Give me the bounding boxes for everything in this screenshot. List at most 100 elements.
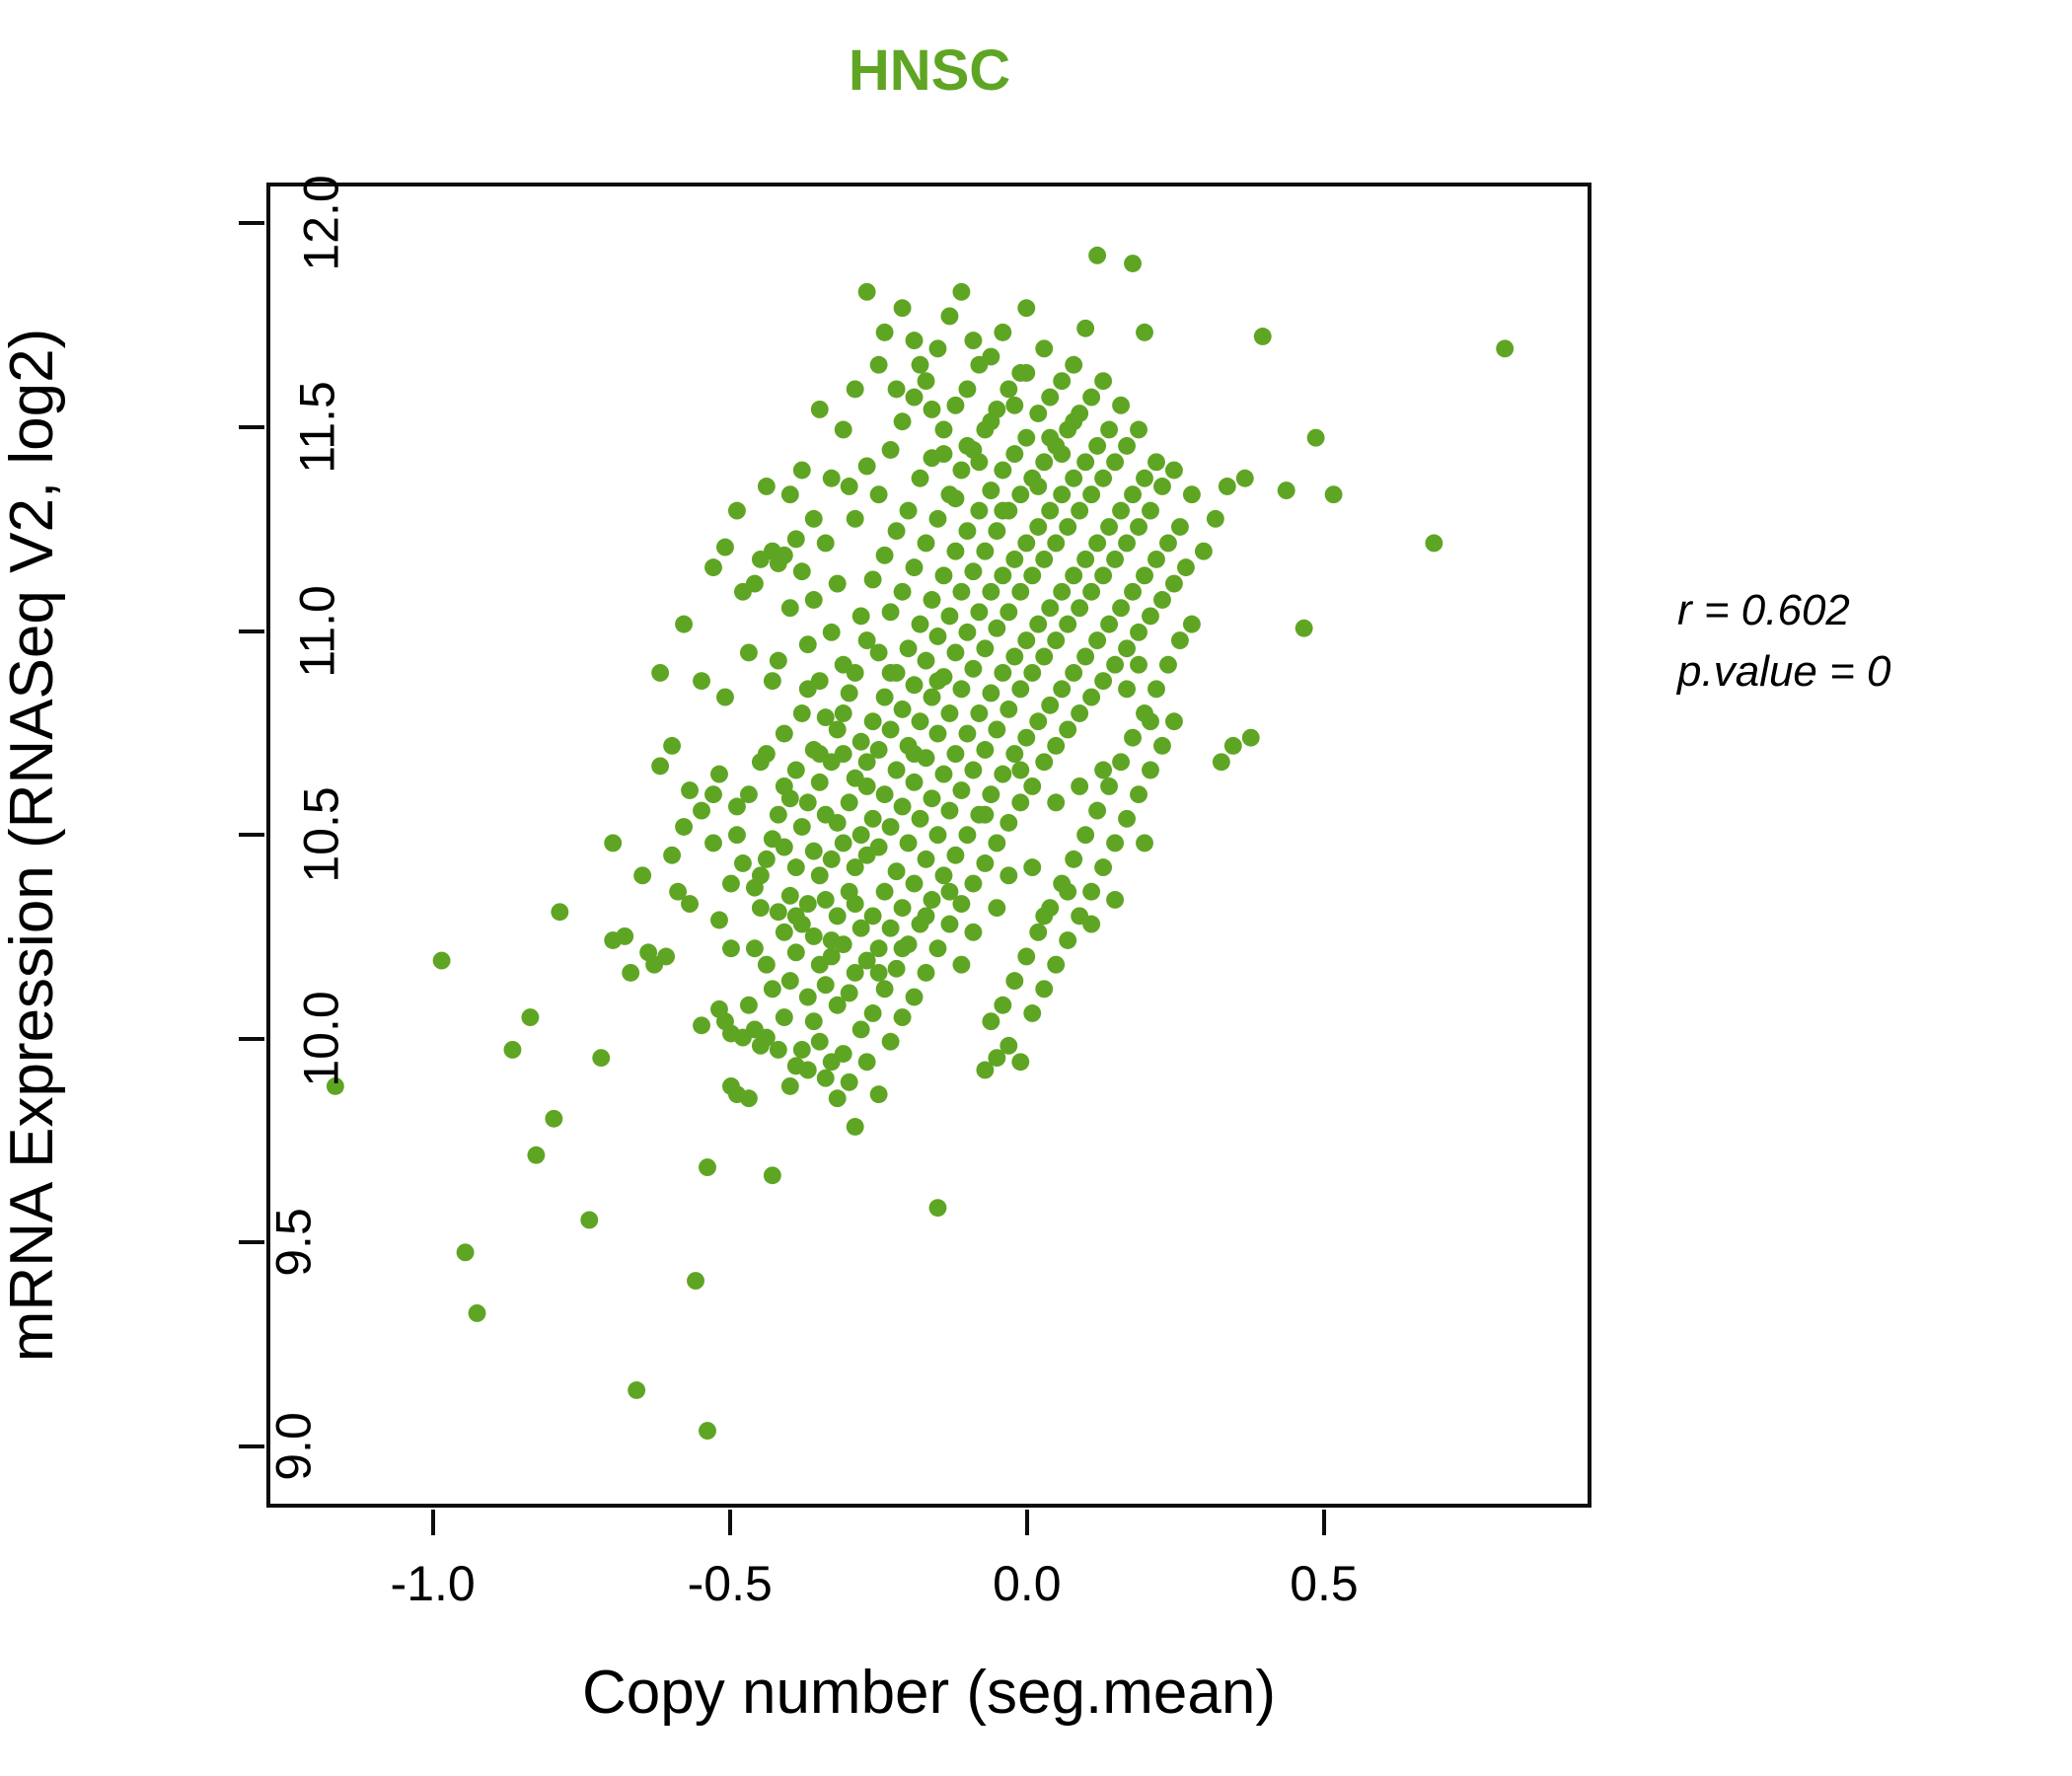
scatter-point (834, 704, 852, 722)
scatter-point (994, 663, 1012, 682)
scatter-point (1065, 355, 1083, 374)
scatter-point (917, 907, 935, 925)
scatter-point (798, 988, 817, 1006)
scatter-point (970, 453, 989, 472)
scatter-point (893, 939, 912, 958)
scatter-point (1496, 339, 1515, 358)
scatter-point (1136, 566, 1153, 585)
scatter-point (1035, 753, 1054, 772)
scatter-point (645, 955, 664, 974)
scatter-point (1182, 615, 1201, 633)
scatter-point (999, 700, 1018, 718)
scatter-point (952, 680, 971, 699)
scatter-point (940, 607, 959, 626)
scatter-point (863, 712, 882, 731)
scatter-point (863, 809, 882, 828)
scatter-point (1106, 655, 1125, 674)
scatter-point (1142, 712, 1159, 731)
scatter-point (1076, 550, 1095, 568)
scatter-point (1053, 582, 1072, 601)
scatter-point (976, 854, 995, 872)
scatter-point (899, 639, 918, 658)
scatter-point (699, 1422, 716, 1441)
scatter-point (994, 323, 1012, 341)
scatter-point (633, 866, 652, 885)
scatter-point (1035, 453, 1054, 472)
scatter-point (1159, 655, 1177, 674)
scatter-point (1147, 680, 1165, 699)
scatter-point (1047, 631, 1066, 650)
scatter-point (857, 631, 876, 650)
scatter-point (1124, 728, 1142, 747)
scatter-point (869, 741, 888, 759)
scatter-point (999, 380, 1018, 399)
scatter-point (780, 1076, 799, 1095)
scatter-point (964, 659, 983, 678)
y-axis-tick-mark (239, 221, 264, 226)
x-axis-tick-mark (727, 1510, 732, 1535)
scatter-point (952, 955, 971, 974)
scatter-point (964, 332, 983, 350)
scatter-point (775, 777, 793, 795)
scatter-point (804, 591, 823, 609)
y-axis-tick-label: 9.0 (265, 1412, 322, 1481)
scatter-point (887, 959, 906, 978)
scatter-point (1076, 826, 1095, 845)
scatter-point (857, 951, 876, 970)
scatter-point (958, 436, 977, 455)
scatter-point (1059, 518, 1077, 536)
scatter-point (780, 886, 799, 905)
scatter-point (1035, 907, 1054, 925)
scatter-point (1017, 728, 1036, 747)
scatter-point (816, 891, 835, 909)
scatter-point (798, 793, 817, 812)
scatter-point (1082, 882, 1101, 901)
scatter-point (988, 1049, 1006, 1068)
scatter-point (982, 1012, 1000, 1031)
scatter-point (946, 396, 965, 414)
scatter-point (928, 939, 947, 958)
scatter-point (1106, 453, 1125, 472)
scatter-point (940, 801, 959, 820)
scatter-point (1017, 631, 1036, 650)
scatter-point (1041, 599, 1060, 618)
scatter-point (1082, 388, 1101, 407)
scatter-point (946, 489, 965, 508)
scatter-point (893, 797, 912, 816)
scatter-point (905, 988, 924, 1006)
scatter-point (1112, 753, 1131, 772)
scatter-point (822, 931, 841, 949)
scatter-point (982, 582, 1000, 601)
y-axis-tick-mark (239, 833, 264, 838)
scatter-point (1011, 793, 1030, 812)
scatter-point (899, 834, 918, 852)
scatter-point (1425, 534, 1443, 553)
scatter-point (1124, 582, 1142, 601)
scatter-point (964, 562, 983, 581)
scatter-point (757, 745, 776, 764)
scatter-point (887, 522, 906, 541)
scatter-point (881, 919, 900, 937)
scatter-point (1218, 478, 1236, 495)
scatter-point (881, 603, 900, 622)
scatter-point (775, 838, 793, 856)
scatter-point (846, 963, 864, 982)
scatter-point (1023, 566, 1042, 585)
scatter-point (739, 643, 758, 662)
scatter-point (976, 741, 995, 759)
scatter-point (1094, 566, 1113, 585)
scatter-point (893, 412, 912, 431)
scatter-points-layer (326, 246, 1515, 1441)
scatter-point (1035, 647, 1054, 666)
scatter-point (1071, 501, 1089, 520)
scatter-point (1088, 801, 1107, 820)
scatter-point (893, 582, 912, 601)
scatter-point (923, 591, 941, 609)
scatter-point (769, 1040, 787, 1059)
scatter-point (822, 850, 841, 868)
scatter-point (857, 282, 876, 301)
scatter-point (1164, 461, 1183, 480)
scatter-point (1065, 469, 1083, 487)
scatter-point (1076, 319, 1095, 337)
scatter-point (893, 700, 912, 718)
